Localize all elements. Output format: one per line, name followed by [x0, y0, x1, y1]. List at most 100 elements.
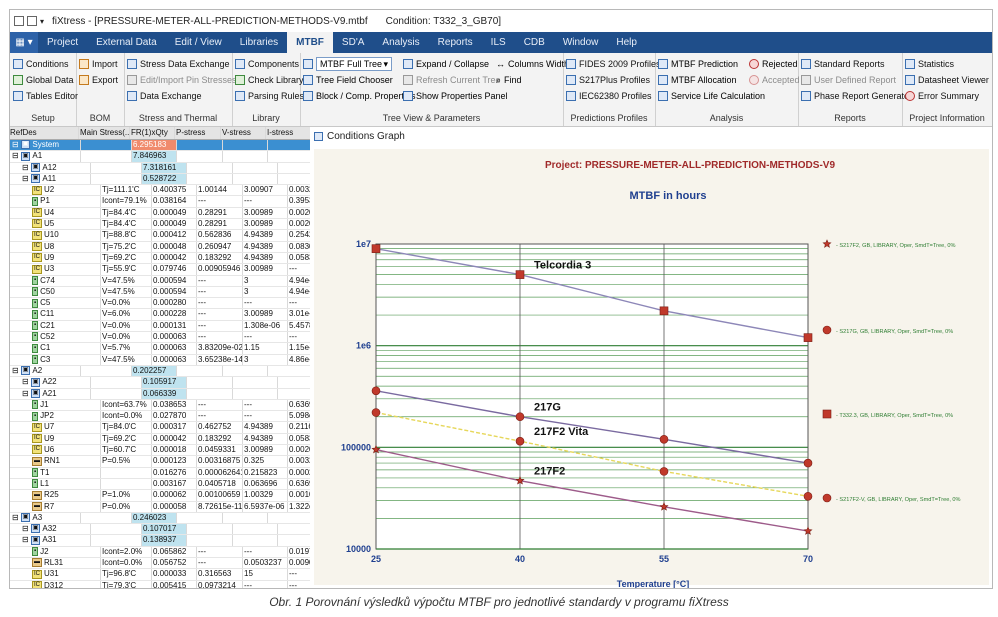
collapse-icon[interactable]: ⊟: [22, 377, 29, 387]
tree-row[interactable]: IC U8 Tj=75.2'C 0.000048 0.260947 4.94389 0.08…: [10, 241, 310, 253]
tree-row[interactable]: IC U7 Tj=84.0'C 0.000317 0.462752 4.94389 0.21…: [10, 422, 310, 434]
tree-row[interactable]: ⊟ ▣ A2 0.202257: [10, 365, 310, 378]
block-comp-properties-button[interactable]: Block / Comp. Properties: [303, 88, 416, 104]
tree-row[interactable]: ▪ C5 V=0.0% 0.000280 --- --- ---: [10, 298, 310, 310]
check-library-button[interactable]: Check Library: [235, 72, 304, 88]
datasheet-viewer-button[interactable]: Datasheet Viewer: [905, 72, 989, 88]
tree-row[interactable]: ▬ RL31 Icont=0.0% 0.056752 --- 0.0503237 0.009…: [10, 557, 310, 570]
column-header-p-stress[interactable]: P-stress: [174, 127, 220, 139]
menu-tab-reports[interactable]: Reports: [437, 37, 473, 48]
columns-width-button[interactable]: ↔ Columns Width: [496, 56, 569, 72]
iec62380-profiles-button[interactable]: IEC62380 Profiles: [566, 88, 661, 104]
mtbf-allocation-button[interactable]: MTBF Allocation: [658, 72, 765, 88]
column-header-fr[interactable]: FR(1)xQty: [129, 127, 174, 139]
menu-tab-project[interactable]: Project: [47, 37, 79, 48]
column-header-main-stress[interactable]: Main Stress(...: [78, 127, 129, 139]
tree-row[interactable]: ⊟ ▣ A32 0.107017: [10, 524, 310, 536]
data-exchange-button[interactable]: Data Exchange: [127, 88, 237, 104]
tree-field-chooser-button[interactable]: Tree Field Chooser: [303, 72, 416, 88]
menu-tab-analysis[interactable]: Analysis: [382, 37, 420, 48]
tree-row[interactable]: ▪ C52 V=0.0% 0.000063 --- --- ---: [10, 332, 310, 344]
qat-dropdown-icon[interactable]: ▾: [40, 16, 45, 26]
collapse-icon[interactable]: ⊟: [22, 388, 29, 398]
tables-editor-button[interactable]: Tables Editor: [13, 88, 78, 104]
tree-type-select[interactable]: MTBF Full Tree ▾: [303, 56, 416, 72]
menu-tab-ils[interactable]: ILS: [490, 37, 506, 48]
column-header-i-stress[interactable]: I-stress: [265, 127, 310, 139]
tree-row[interactable]: IC U3 Tj=55.9'C 0.079746 0.00905946 3.00989 --…: [10, 264, 310, 276]
edit-import-pin-stresses-button[interactable]: Edit/Import Pin Stresses: [127, 72, 237, 88]
tree-row[interactable]: ▬ R25 P=1.0% 0.000062 0.00100659 1.00329 0.001…: [10, 490, 310, 502]
collapse-icon[interactable]: ⊟: [22, 173, 29, 183]
find-button[interactable]: ⌕ Find: [496, 72, 569, 88]
user-defined-report-button[interactable]: User Defined Report: [801, 72, 912, 88]
components-button[interactable]: Components: [235, 56, 304, 72]
menu-tab-edit-view[interactable]: Edit / View: [174, 37, 222, 48]
parsing-rules-button[interactable]: Parsing Rules: [235, 88, 304, 104]
tree-row[interactable]: IC U5 Tj=84.4'C 0.000049 0.28291 3.00989 0.002…: [10, 219, 310, 231]
tree-row[interactable]: ⊟ ▣ A22 0.105917: [10, 377, 310, 389]
phase-report-generator-button[interactable]: Phase Report Generator: [801, 88, 912, 104]
tree-row[interactable]: ⊟ ▣ A12 7.318161: [10, 162, 310, 174]
menu-tab-sd-a[interactable]: SD'A: [341, 37, 365, 48]
collapse-icon[interactable]: ⊟: [12, 512, 19, 522]
tree-row[interactable]: IC U9 Tj=69.2'C 0.000042 0.183292 4.94389 0.05…: [10, 252, 310, 265]
service-life-calculation-button[interactable]: Service Life Calculation: [658, 88, 765, 104]
collapse-icon[interactable]: ⊟: [22, 162, 29, 172]
tree-row[interactable]: IC U9 Tj=69.2'C 0.000042 0.183292 4.94389 0.05…: [10, 433, 310, 446]
expand-collapse-button[interactable]: Expand / Collapse: [403, 56, 508, 72]
error-summary-button[interactable]: Error Summary: [905, 88, 989, 104]
menu-tab-cdb[interactable]: CDB: [523, 37, 545, 48]
menu-tab-external-data[interactable]: External Data: [96, 37, 157, 48]
tree-row[interactable]: ⊟ ▣ System 6.295183: [10, 140, 310, 152]
tree-row[interactable]: ⊟ ▣ A21 0.066339: [10, 388, 310, 400]
tree-row[interactable]: ⊟ ▣ A3 0.246023: [10, 512, 310, 525]
tree-row[interactable]: ⊟ ▣ A1 7.846963: [10, 151, 310, 163]
menu-tab-help[interactable]: Help: [616, 37, 637, 48]
app-menu-button[interactable]: ▦ ▾: [10, 32, 38, 53]
menu-tab-window[interactable]: Window: [562, 37, 599, 48]
tree-row[interactable]: ▬ R7 P=0.0% 0.000058 8.72615e-11 6.5937e-06 1.…: [10, 501, 310, 513]
collapse-icon[interactable]: ⊟: [12, 151, 19, 161]
menu-tab-libraries[interactable]: Libraries: [239, 37, 279, 48]
tree-row[interactable]: ⊟ ▣ A11 0.528722: [10, 173, 310, 186]
save-icon[interactable]: [27, 16, 37, 26]
tree-row[interactable]: IC D312 Tj=79.3'C 0.005415 0.0973214 --- ---: [10, 580, 310, 588]
accepted-toggle[interactable]: Accepted: [749, 72, 800, 88]
column-header-v-stress[interactable]: V-stress: [220, 127, 265, 139]
stress-data-exchange-button[interactable]: Stress Data Exchange: [127, 56, 237, 72]
statistics-button[interactable]: Statistics: [905, 56, 989, 72]
global-data-button[interactable]: Global Data: [13, 72, 78, 88]
tree-row[interactable]: IC U31 Tj=96.8'C 0.000033 0.316563 15 ---: [10, 569, 310, 581]
tree-row[interactable]: ▪C1V=5.7%0.0000633.83209e-0231.151.15e-0…: [10, 343, 310, 355]
tree-row[interactable]: IC U4 Tj=84.4'C 0.000049 0.28291 3.00989 0.002…: [10, 207, 310, 220]
collapse-icon[interactable]: ⊟: [22, 524, 29, 534]
tree-row[interactable]: IC U2 Tj=111.1'C 0.400375 1.00144 3.00907 0.00…: [10, 185, 310, 197]
column-header-refdes[interactable]: RefDes: [10, 128, 37, 137]
mtbf-prediction-button[interactable]: MTBF Prediction: [658, 56, 765, 72]
import-button[interactable]: Import: [79, 56, 118, 72]
fides-profiles-button[interactable]: FIDES 2009 Profiles: [566, 56, 661, 72]
export-button[interactable]: Export: [79, 72, 118, 88]
tree-row[interactable]: ▪T1 0.0162760.0000626410.2158230.00029040…: [10, 467, 310, 479]
collapse-icon[interactable]: ⊟: [12, 140, 19, 149]
new-file-icon[interactable]: [14, 16, 24, 26]
refresh-current-tree-button[interactable]: Refresh Current Tree: [403, 72, 508, 88]
conditions-button[interactable]: Conditions: [13, 56, 78, 72]
tree-row[interactable]: IC U6 Tj=60.7'C 0.000018 0.0459331 3.00989 0.0…: [10, 445, 310, 457]
menu-tab-mtbf[interactable]: MTBF: [287, 32, 333, 53]
standard-reports-button[interactable]: Standard Reports: [801, 56, 912, 72]
collapse-icon[interactable]: ⊟: [22, 535, 29, 545]
tree-row[interactable]: ▪C21V=0.0%0.000131---1.308e-065.45783e-1…: [10, 320, 310, 333]
tree-row[interactable]: ⊟ ▣ A31 0.138937: [10, 535, 310, 547]
show-properties-panel-toggle[interactable]: Show Properties Panel: [403, 88, 508, 104]
tree-row[interactable]: IC U10 Tj=88.8'C 0.000412 0.562836 4.94389 0.2…: [10, 230, 310, 242]
